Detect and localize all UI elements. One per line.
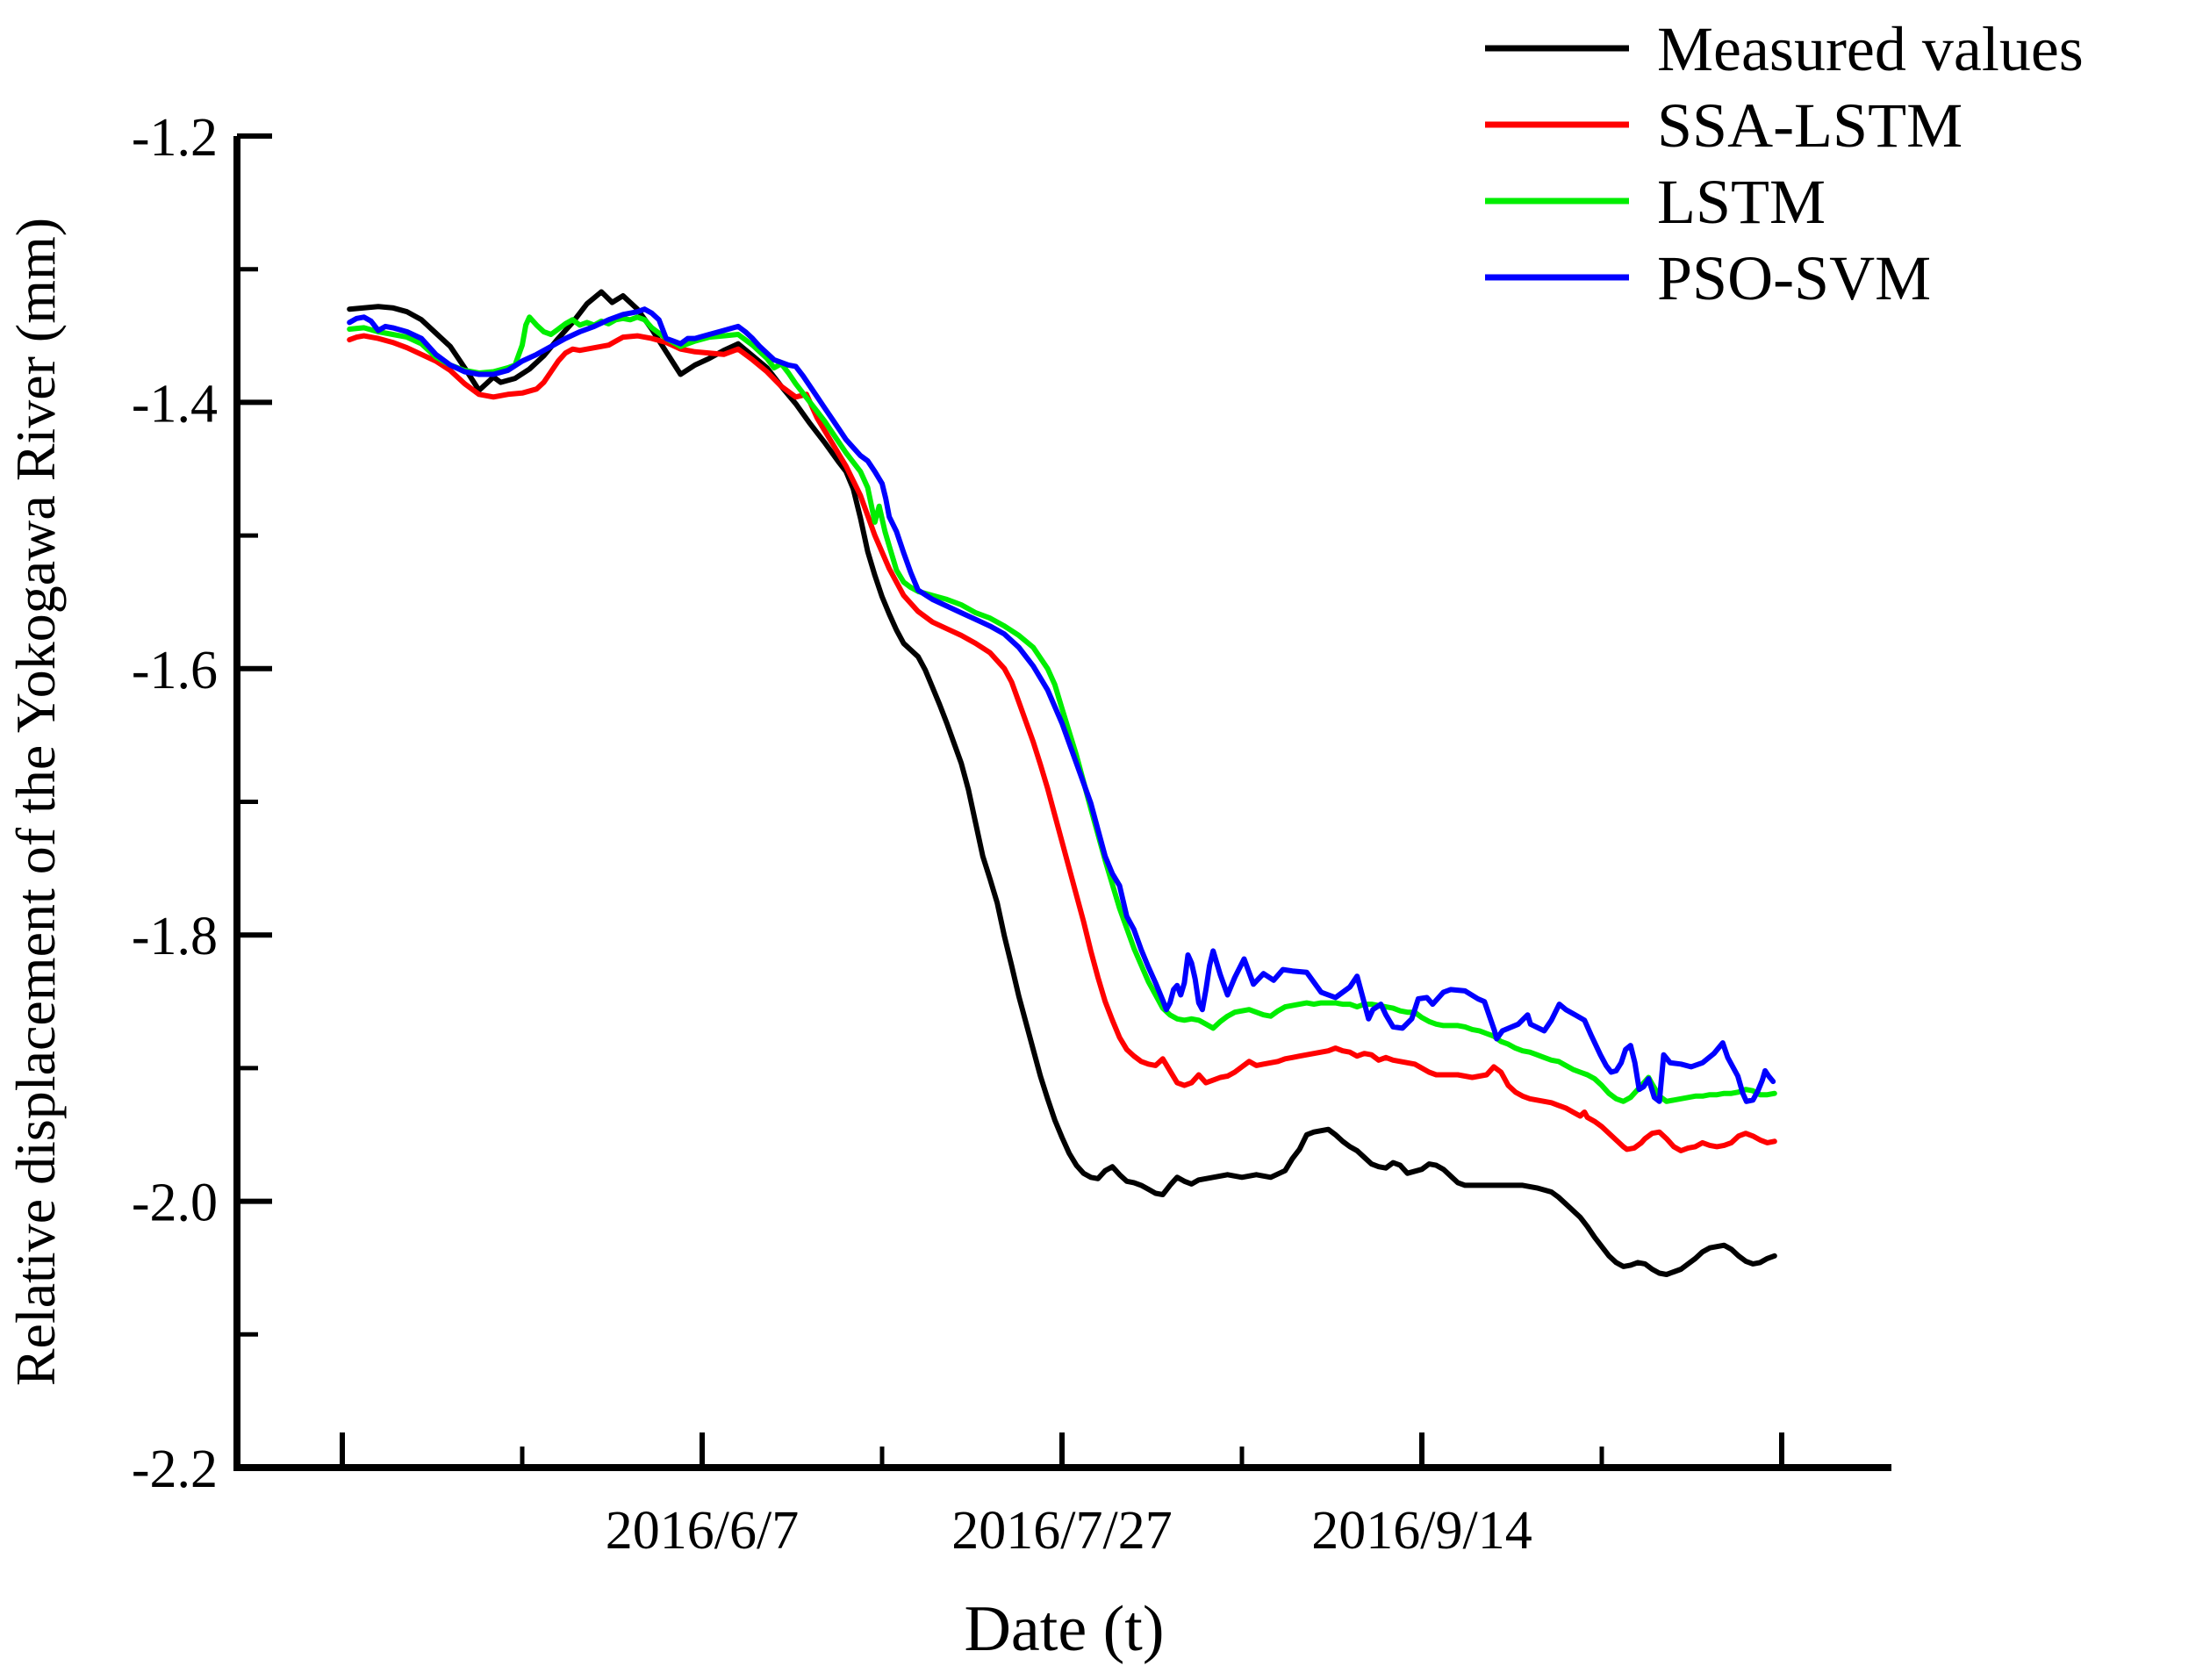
legend-item-ssa-lstm: SSA-LSTM xyxy=(1485,90,1963,161)
legend-item-pso-svm: PSO-SVM xyxy=(1485,243,1931,313)
x-tick-label: 2016/6/7 xyxy=(606,1501,799,1561)
series-line-lstm xyxy=(347,314,1777,1104)
y-tick-label: -1.2 xyxy=(132,108,218,168)
series-line-pso-svm xyxy=(347,306,1776,1104)
x-axis-title: Date (t) xyxy=(964,1593,1164,1665)
legend-item-measured-values: Measured values xyxy=(1485,14,2084,84)
x-tick-label: 2016/9/14 xyxy=(1311,1501,1532,1561)
axis-line xyxy=(233,136,1891,1471)
tick-labels: -1.2 -1.4 -1.6 -1.8 -2.0 -2.2 2016/6/7 2016/7/2… xyxy=(132,108,1532,1561)
legend-label: Measured values xyxy=(1657,14,2084,84)
series-line-ssa-lstm xyxy=(347,333,1777,1153)
y-tick-label: -1.4 xyxy=(132,374,218,434)
y-tick-label: -2.2 xyxy=(132,1439,218,1499)
y-tick-label: -2.0 xyxy=(132,1174,218,1233)
y-tick-label: -1.6 xyxy=(132,641,218,700)
legend-label: LSTM xyxy=(1657,167,1826,237)
legend-item-lstm: LSTM xyxy=(1485,167,1826,237)
y-tick-label: -1.8 xyxy=(132,907,218,966)
x-tick-label: 2016/7/27 xyxy=(951,1501,1172,1561)
y-axis-title: Relative displacement of the Yokogawa Ri… xyxy=(4,218,67,1386)
data-series xyxy=(347,289,1777,1277)
axes xyxy=(233,136,1891,1471)
legend-label: PSO-SVM xyxy=(1657,243,1931,313)
legend-label: SSA-LSTM xyxy=(1657,90,1963,161)
series-line-measured-values xyxy=(347,289,1777,1277)
tick-marks xyxy=(237,133,1784,1470)
